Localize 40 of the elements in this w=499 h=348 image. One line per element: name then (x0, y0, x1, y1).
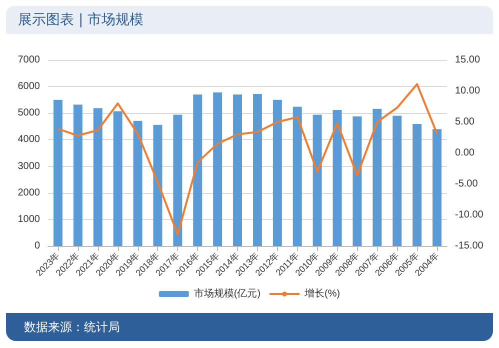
bar (113, 111, 122, 246)
source-note: 数据来源：统计局 (6, 313, 493, 341)
y2-tick-label: 15.00 (455, 54, 480, 66)
y2-tick-label: -15.00 (455, 240, 484, 252)
y-tick-label: 7000 (18, 54, 40, 66)
bar (53, 100, 62, 246)
bar (332, 110, 342, 246)
bar (133, 120, 142, 246)
y2-tick-label: 0.00 (455, 148, 475, 158)
legend-label: 增长(%) (304, 288, 340, 300)
bar (292, 106, 302, 246)
y-tick-label: 1000 (18, 214, 40, 225)
y2-tick-label: -10.00 (455, 210, 484, 220)
y-tick-label: 0 (34, 240, 40, 252)
bar (193, 94, 202, 246)
bar (352, 116, 362, 246)
bar (272, 100, 282, 246)
bar (312, 114, 322, 246)
bar (73, 104, 82, 246)
bar (213, 92, 222, 246)
y2-tick-label: 5.00 (455, 116, 475, 128)
y2-tick-label: -5.00 (455, 178, 478, 190)
bar (412, 124, 422, 246)
bar (153, 124, 162, 246)
y-tick-label: 6000 (18, 81, 40, 92)
bar (252, 94, 262, 246)
line-series (56, 83, 438, 236)
bar (233, 94, 242, 246)
bar (173, 114, 182, 246)
y-tick-label: 4000 (18, 134, 40, 146)
y-tick-label: 5000 (18, 108, 40, 119)
y-tick-label: 2000 (18, 187, 40, 198)
bar (432, 129, 442, 246)
bar (392, 116, 402, 246)
chart-title: 展示图表 | 市场规模 (6, 6, 493, 34)
bar (372, 108, 382, 246)
bar (93, 108, 102, 246)
y-tick-label: 3000 (18, 160, 40, 172)
y2-tick-label: 10.00 (455, 86, 480, 96)
legend-label: 市场规模(亿元) (194, 288, 261, 300)
